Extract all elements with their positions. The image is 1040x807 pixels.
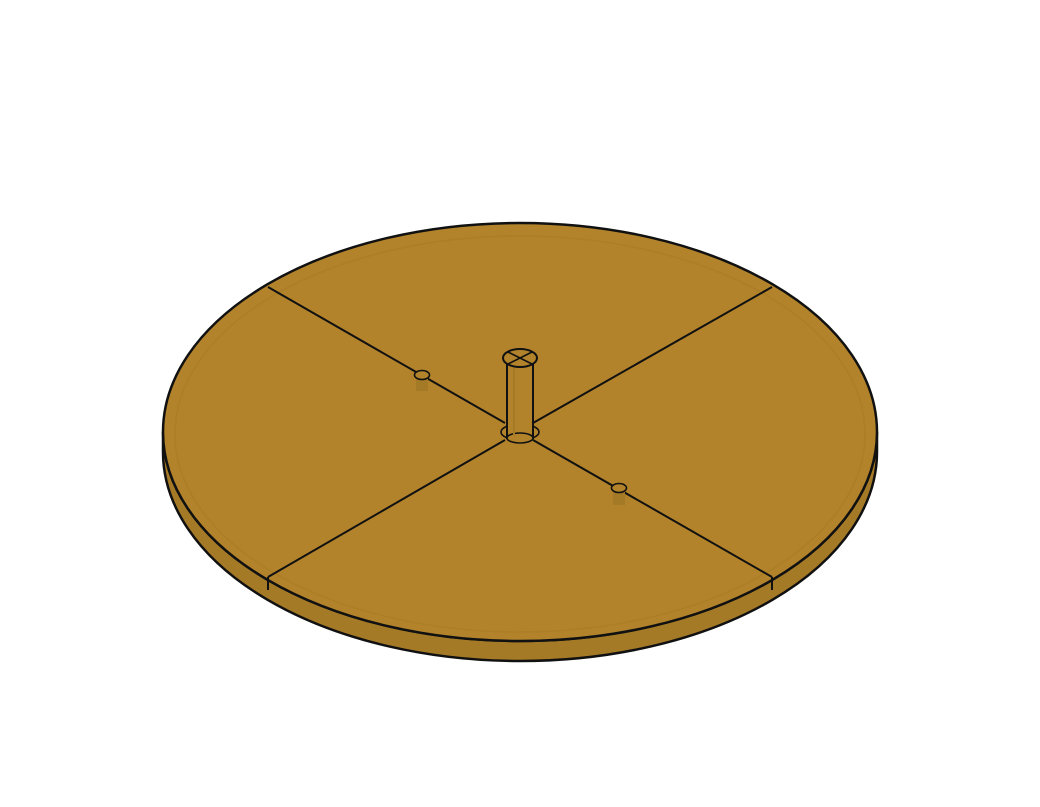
segment-divider-lines <box>267 286 773 590</box>
post-shaft <box>506 357 534 439</box>
divider-line-sw <box>267 439 506 578</box>
center-post <box>500 348 540 444</box>
disc-inner-rim <box>174 235 866 633</box>
divider-line-nw <box>267 286 506 424</box>
post-bottom-edge <box>506 432 534 444</box>
bolt-hole-opening <box>610 482 628 494</box>
post-center-mark-b <box>507 351 533 365</box>
bolt-hole-left <box>413 369 431 391</box>
bolt-hole-opening <box>413 369 431 381</box>
divider-line-se <box>532 439 773 578</box>
bolt-hole-right <box>610 482 628 505</box>
divider-line-ne <box>532 286 773 424</box>
